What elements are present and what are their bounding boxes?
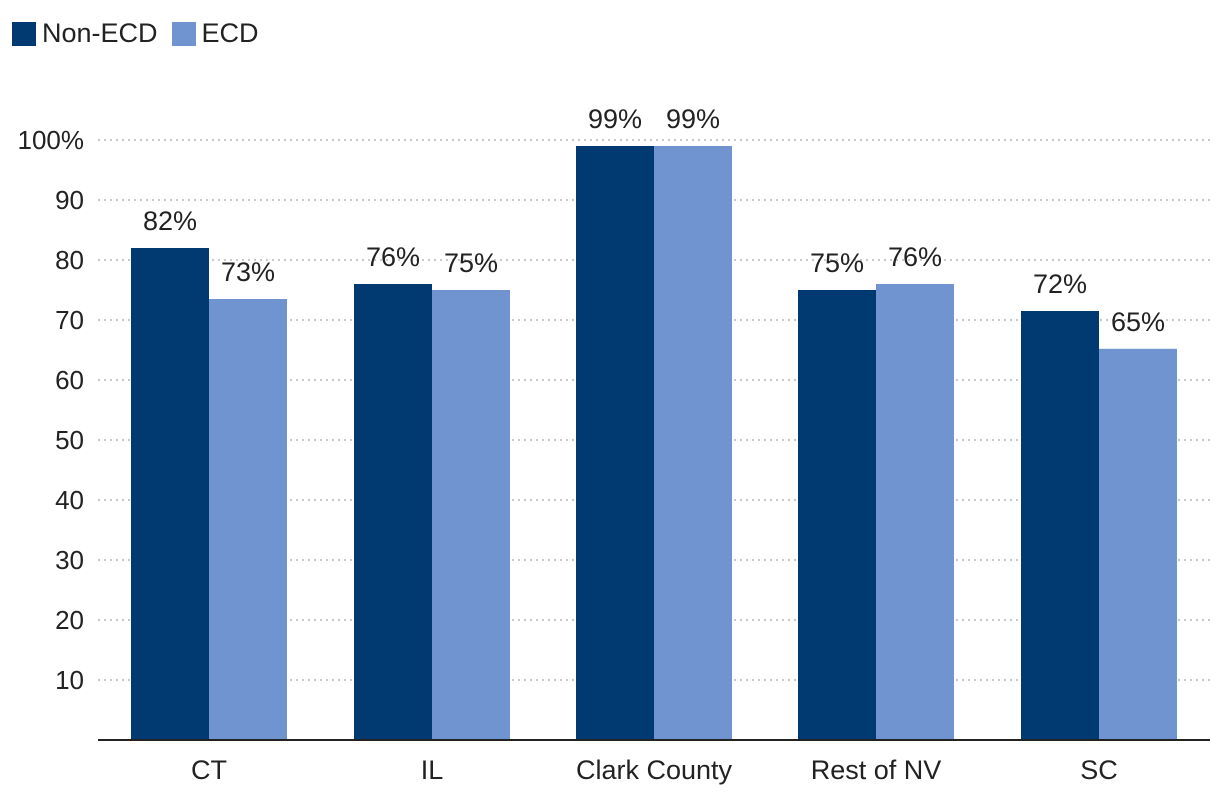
- bar-non-ecd: [131, 248, 209, 740]
- y-tick-label: 20: [55, 605, 84, 635]
- bar-non-ecd: [1021, 311, 1099, 740]
- data-label: 65%: [1111, 307, 1165, 337]
- bar-ecd: [432, 290, 510, 740]
- data-label: 73%: [221, 257, 275, 287]
- bar-non-ecd: [576, 146, 654, 740]
- y-tick-label: 80: [55, 245, 84, 275]
- y-tick-label: 50: [55, 425, 84, 455]
- data-label: 99%: [588, 104, 642, 134]
- bar-ecd: [654, 146, 732, 740]
- x-tick-label: SC: [1080, 755, 1118, 785]
- bar-ecd: [209, 299, 287, 740]
- legend-label-non-ecd: Non-ECD: [42, 18, 158, 48]
- legend-label-ecd: ECD: [201, 18, 259, 48]
- data-label: 82%: [143, 206, 197, 236]
- y-tick-label: 30: [55, 545, 84, 575]
- data-label: 75%: [810, 248, 864, 278]
- data-label: 76%: [366, 242, 420, 272]
- legend-item-non-ecd: Non-ECD: [12, 18, 158, 49]
- bar-ecd: [876, 284, 954, 740]
- data-label: 72%: [1033, 269, 1087, 299]
- y-tick-label: 60: [55, 365, 84, 395]
- x-tick-label: CT: [191, 755, 227, 785]
- x-tick-label: Rest of NV: [811, 755, 942, 785]
- data-label: 99%: [666, 104, 720, 134]
- y-tick-label: 100%: [18, 125, 85, 155]
- y-tick-label: 90: [55, 185, 84, 215]
- y-tick-label: 70: [55, 305, 84, 335]
- legend-swatch-non-ecd: [12, 21, 36, 46]
- x-tick-label: Clark County: [576, 755, 733, 785]
- legend-swatch-ecd: [171, 21, 196, 46]
- y-tick-label: 40: [55, 485, 84, 515]
- bar-non-ecd: [798, 290, 876, 740]
- legend: Non-ECD ECD: [12, 18, 273, 49]
- y-tick-label: 10: [55, 665, 84, 695]
- bar-non-ecd: [354, 284, 432, 740]
- x-tick-label: IL: [421, 755, 444, 785]
- legend-item-ecd: ECD: [171, 18, 259, 49]
- bar-ecd: [1099, 348, 1177, 740]
- data-label: 75%: [444, 248, 498, 278]
- data-label: 76%: [888, 242, 942, 272]
